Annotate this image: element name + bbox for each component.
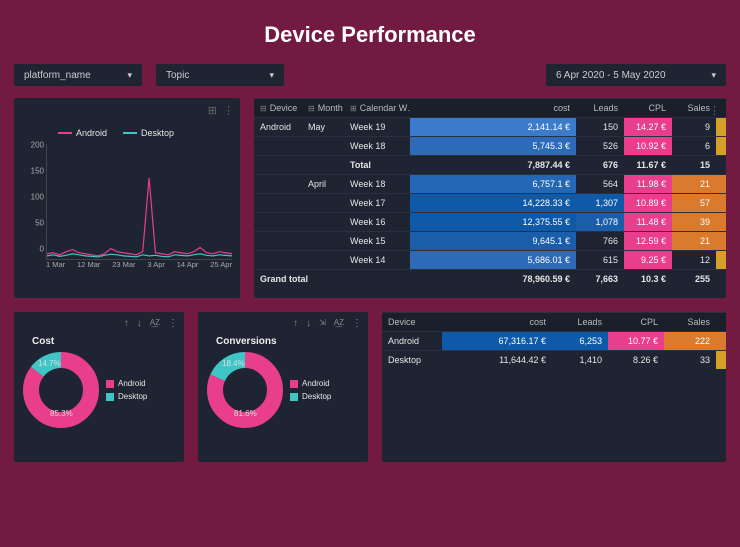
more-icon[interactable]: ⋮: [709, 104, 720, 117]
table-row: AndroidMayWeek 192,141.14 €15014.27 €9: [254, 118, 726, 137]
sort-up-icon[interactable]: ↑: [293, 318, 298, 329]
filter-topic[interactable]: Topic ▾: [156, 64, 284, 86]
table-row: Week 1714,228.33 €1,30710.89 €57: [254, 194, 726, 213]
pivot-table-card: ⋮ ⊟Device⊟Month⊞Calendar W…costLeadsCPLS…: [254, 98, 726, 298]
conversions-donut-card: ↑ ↓ ⇲ A͟Z ⋮ Conversions 18.4%81.6% Andro…: [198, 312, 368, 462]
chevron-down-icon: ▾: [711, 70, 716, 81]
table-row: Week 185,745.3 €52610.92 €6: [254, 137, 726, 156]
conversions-donut-title: Conversions: [216, 336, 360, 347]
more-icon[interactable]: ⋮: [352, 318, 362, 329]
conversions-donut-chart: 18.4%81.6%: [206, 351, 284, 429]
export-icon[interactable]: ⇲: [319, 318, 326, 329]
pivot-table: ⊟Device⊟Month⊞Calendar W…costLeadsCPLSal…: [254, 98, 726, 288]
filter-topic-label: Topic: [166, 70, 189, 81]
sort-up-icon[interactable]: ↑: [124, 318, 129, 329]
chevron-down-icon: ▾: [127, 70, 132, 81]
table-row: AprilWeek 186,757.1 €56411.98 €21: [254, 175, 726, 194]
filter-bar: platform_name ▾ Topic ▾ 6 Apr 2020 - 5 M…: [0, 64, 740, 98]
cost-donut-legend: AndroidDesktop: [106, 379, 147, 401]
line-chart: 050100150200 1 Mar12 Mar23 Mar3 Apr14 Ap…: [22, 144, 232, 274]
more-icon[interactable]: ⋮: [168, 318, 178, 329]
cost-donut-card: ↑ ↓ A͟Z ⋮ Cost 14.7%85.3% AndroidDesktop: [14, 312, 184, 462]
conversions-donut-legend: AndroidDesktop: [290, 379, 331, 401]
table-row: Week 1612,375.55 €1,07811.48 €39: [254, 213, 726, 232]
filter-daterange-label: 6 Apr 2020 - 5 May 2020: [556, 70, 666, 81]
filter-platform-label: platform_name: [24, 70, 91, 81]
table-row: Desktop11,644.42 €1,4108.26 €33: [382, 351, 726, 370]
grand-total-row: Grand total78,960.59 €7,66310.3 €255: [254, 270, 726, 289]
page-title: Device Performance: [0, 0, 740, 64]
cost-donut-title: Cost: [32, 336, 176, 347]
table-row: Week 145,686.01 €6159.25 €12: [254, 251, 726, 270]
legend-desktop: Desktop: [141, 128, 174, 138]
line-chart-legend: Android Desktop: [58, 128, 232, 138]
filter-daterange[interactable]: 6 Apr 2020 - 5 May 2020 ▾: [546, 64, 726, 86]
sort-az-icon[interactable]: A͟Z: [150, 318, 160, 329]
chart-options-icon[interactable]: ⊞: [208, 104, 217, 117]
table-row: Total7,887.44 €67611.67 €15: [254, 156, 726, 175]
filter-platform[interactable]: platform_name ▾: [14, 64, 142, 86]
sort-az-icon[interactable]: A͟Z: [334, 318, 344, 329]
summary-table-card: DevicecostLeadsCPLSalesAndroid67,316.17 …: [382, 312, 726, 462]
more-icon[interactable]: ⋮: [223, 104, 234, 117]
legend-android: Android: [76, 128, 107, 138]
cost-donut-chart: 14.7%85.3%: [22, 351, 100, 429]
sort-down-icon[interactable]: ↓: [306, 318, 311, 329]
table-row: Android67,316.17 €6,25310.77 €222: [382, 332, 726, 351]
line-chart-card: ⊞ ⋮ Android Desktop 050100150200 1 Mar12…: [14, 98, 240, 298]
summary-table: DevicecostLeadsCPLSalesAndroid67,316.17 …: [382, 312, 726, 369]
sort-down-icon[interactable]: ↓: [137, 318, 142, 329]
table-row: Week 159,645.1 €76612.59 €21: [254, 232, 726, 251]
chevron-down-icon: ▾: [269, 70, 274, 81]
